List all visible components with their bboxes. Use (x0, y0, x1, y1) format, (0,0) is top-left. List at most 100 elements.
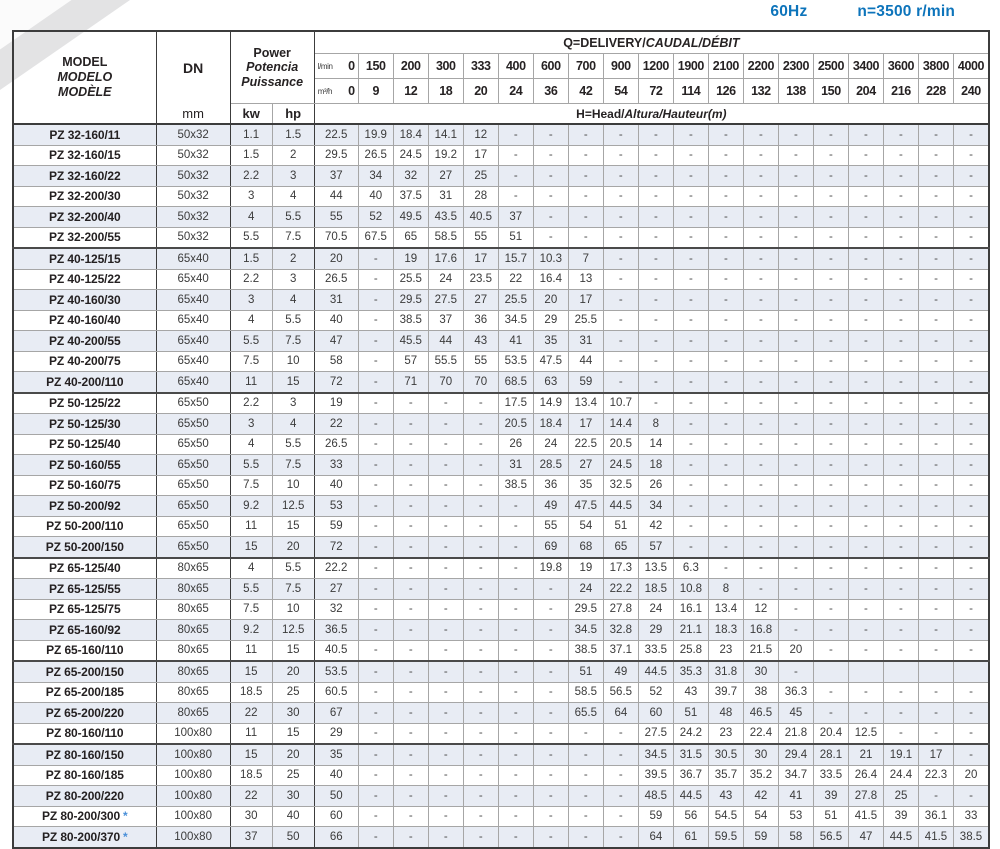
head-cell: - (532, 123, 569, 146)
m3h-header-cell: 114 (672, 78, 709, 104)
head-cell: - (707, 185, 744, 207)
head-cell: - (812, 247, 849, 270)
head-cell: - (357, 413, 394, 435)
table-row: PZ 80-160/150 100x80 15 20 35- - - - - - - -34.5 31.… (12, 743, 990, 766)
head-cell: - (672, 495, 709, 517)
head-cell: - (707, 289, 744, 311)
head-cell: 14.9 (532, 391, 569, 414)
head-cell: 41 (777, 785, 814, 807)
head-cell: - (707, 123, 744, 146)
head-cell: - (462, 805, 499, 827)
lmin-header-cell: 3400 (847, 53, 884, 79)
head-cell: 42 (637, 515, 674, 537)
head-cell: - (532, 722, 569, 745)
model-name: PZ 40-125/22 (49, 272, 121, 287)
head-cell: - (497, 515, 534, 537)
head-cell: - (357, 639, 394, 662)
head-cell: - (427, 495, 464, 517)
head-cell: - (812, 433, 849, 455)
head-cell: - (602, 350, 639, 372)
head-cell: 17.3 (602, 556, 639, 579)
head-cell: 26 (637, 474, 674, 496)
head-cell: 38 (742, 681, 779, 703)
head-cell: - (847, 330, 884, 352)
hp-cell: 10 (271, 474, 315, 496)
head-cell: - (462, 785, 499, 807)
head-cell: - (602, 144, 639, 166)
head-cell: - (392, 536, 429, 558)
model-header-es: MODELO (57, 70, 113, 84)
head-cell: - (882, 619, 919, 641)
speed-frequency-header: 60Hz n=3500 r/min (770, 3, 955, 21)
head-cell: 25.5 (567, 309, 604, 331)
head-cell: - (847, 495, 884, 517)
head-cell: - (602, 206, 639, 228)
head-cell: - (497, 764, 534, 786)
head-cell: 66 (313, 826, 359, 848)
kw-cell: 4 (229, 556, 273, 579)
head-cell: 22.5 (313, 123, 359, 146)
model-name: PZ 65-200/220 (45, 705, 124, 720)
head-cell: 35.3 (672, 660, 709, 683)
head-cell: 31 (497, 454, 534, 476)
head-cell: 57 (392, 350, 429, 372)
head-cell: 24 (637, 598, 674, 620)
delivery-label: Q=DELIVERY/ (563, 35, 646, 50)
head-cell: - (882, 309, 919, 331)
head-cell: 56.5 (602, 681, 639, 703)
head-cell: 31.8 (707, 660, 744, 683)
head-cell: - (812, 578, 849, 600)
table-row: PZ 32-160/11 50x32 1.1 1.5 22.5 19.9 18.4 14.1 1… (12, 123, 990, 146)
head-cell: - (777, 350, 814, 372)
dn-cell: 50x32 (155, 206, 231, 228)
hp-cell: 7.5 (271, 226, 315, 249)
head-cell: - (462, 556, 499, 579)
hp-cell: 3 (271, 391, 315, 414)
head-cell: - (847, 247, 884, 270)
head-cell: 19 (392, 247, 429, 270)
head-cell: - (357, 309, 394, 331)
head-cell: 54 (567, 515, 604, 537)
head-cell: - (392, 433, 429, 455)
head-cell: 40.5 (462, 206, 499, 228)
head-cell: 59 (742, 826, 779, 848)
head-cell: - (602, 330, 639, 352)
head-cell: - (357, 536, 394, 558)
head-cell: - (357, 578, 394, 600)
head-cell: - (812, 123, 849, 146)
head-cell: - (882, 144, 919, 166)
head-cell: 27.5 (427, 289, 464, 311)
power-header-es: Potencia (246, 60, 299, 75)
kw-cell: 7.5 (229, 474, 273, 496)
head-cell: 40 (357, 185, 394, 207)
head-cell (812, 660, 849, 683)
lmin-header-cell: 333 (462, 53, 499, 79)
head-cell: - (882, 474, 919, 496)
head-cell: 35 (532, 330, 569, 352)
head-cell: 39.7 (707, 681, 744, 703)
table-row: PZ 40-200/75 65x40 7.5 10 58-57 55.5 55 53.5 47.… (12, 350, 990, 372)
head-cell: - (532, 226, 569, 249)
head-cell: 20.4 (812, 722, 849, 745)
head-cell: - (567, 123, 604, 146)
head-cell: 32.8 (602, 619, 639, 641)
head-cell: - (742, 350, 779, 372)
head-cell: - (812, 495, 849, 517)
model-cell: PZ 40-200/55 (12, 330, 157, 352)
head-cell: - (882, 268, 919, 290)
head-cell: 72 (313, 536, 359, 558)
head-cell: 17 (567, 413, 604, 435)
head-cell: - (742, 413, 779, 435)
head-cell: 40 (313, 309, 359, 331)
head-cell: - (602, 165, 639, 187)
head-cell: - (953, 619, 990, 641)
head-cell: 43.5 (427, 206, 464, 228)
head-cell: 19.9 (357, 123, 394, 146)
hp-column-header: hp (271, 103, 315, 125)
kw-cell: 15 (229, 743, 273, 766)
model-cell: PZ 50-125/22 (12, 391, 157, 414)
head-cell: 28 (462, 185, 499, 207)
head-cell: - (497, 639, 534, 662)
head-cell: - (777, 185, 814, 207)
head-cell: - (777, 309, 814, 331)
